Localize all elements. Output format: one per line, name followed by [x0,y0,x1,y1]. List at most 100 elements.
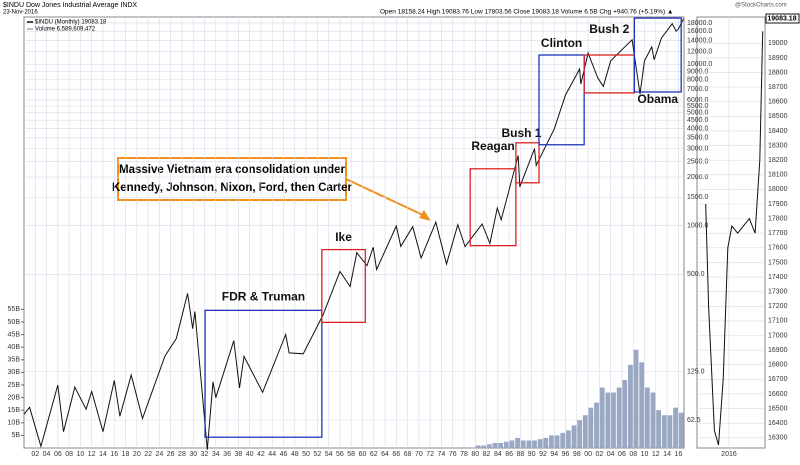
x-tick-label: 40 [246,451,254,458]
volume-bar [515,437,520,448]
last-value-label: 19083.18 [767,15,796,22]
y-tick-label: 18900 [768,55,788,62]
y-tick-label: 17100 [768,318,788,325]
y2-tick-label: 50B [8,319,21,326]
x-tick-label: 44 [268,451,276,458]
y-tick-label: 16400 [768,420,788,427]
x-tick-label: 72 [426,451,434,458]
volume-bar [475,445,481,448]
volume-bar [622,379,628,448]
x-tick-label: 38 [234,451,242,458]
volume-bar [667,415,673,448]
y2-tick-label: 10B [8,420,21,427]
y2-tick-label: 55B [8,306,21,313]
x-tick-label: 14 [99,451,107,458]
volume-bar [565,430,571,448]
volume-bar [616,387,622,448]
x-tick-label: 16 [674,451,682,458]
term-label: Clinton [541,36,582,50]
x-tick-label: 70 [415,451,423,458]
y-tick-label: 19000 [768,40,788,47]
y-tick-label: 4000.0 [687,125,709,132]
y-tick-label: 8000.0 [687,77,709,84]
x-tick-label: 10 [641,451,649,458]
header-date: 23-Nov-2016 [3,10,38,16]
callout-arrowhead [419,210,431,221]
y-tick-label: 17700 [768,230,788,237]
source: @StockCharts.com [735,3,787,9]
y2-tick-label: 20B [8,394,21,401]
x-tick-label: 20 [133,451,141,458]
y-tick-label: 16500 [768,405,788,412]
volume-bar [481,445,487,448]
y-tick-label: 17800 [768,215,788,222]
y-tick-label: 17200 [768,303,788,310]
term-label: Obama [637,92,678,106]
volume-bar [661,415,667,448]
x-tick-label: 36 [223,451,231,458]
x-tick-label: 52 [313,451,321,458]
term-box [538,54,585,146]
price-line [23,18,684,450]
header-title: $INDU Dow Jones Industrial Average INDX [3,2,137,9]
y-tick-label: 17400 [768,274,788,281]
y-tick-label: 10000.0 [687,61,712,68]
x-tick-label: 26 [167,451,175,458]
x-tick-label: 00 [584,451,592,458]
volume-bar [498,442,504,448]
term-box [633,17,682,93]
x-tick-label: 30 [189,451,197,458]
x-tick-label: 96 [562,451,570,458]
y-tick-label: 125.0 [687,368,705,375]
y-tick-label: 18800 [768,69,788,76]
x-tick-label: 2016 [721,451,737,458]
y2-tick-label: 25B [8,382,21,389]
x-tick-label: 48 [291,451,299,458]
volume-bar [656,410,662,448]
y-tick-label: 18100 [768,172,788,179]
volume-bar [509,440,515,448]
x-tick-label: 06 [618,451,626,458]
volume-bar [605,392,611,448]
y-tick-label: 18000.0 [687,20,712,27]
x-tick-label: 42 [257,451,265,458]
x-tick-label: 66 [392,451,400,458]
y-tick-label: 4500.0 [687,117,709,124]
y-tick-label: 2000.0 [687,174,709,181]
legend-label: $INDU (Monthly) 19083.18 [35,20,107,26]
x-tick-label: 02 [31,451,39,458]
y-tick-label: 12000.0 [687,48,712,55]
last-value-flag [765,13,800,24]
x-tick-label: 08 [629,451,637,458]
x-tick-label: 76 [449,451,457,458]
x-tick-label: 80 [471,451,479,458]
term-label: Reagan [471,139,514,153]
volume-bar [577,420,583,448]
y-tick-label: 3500.0 [687,135,709,142]
y-tick-label: 14000.0 [687,37,712,44]
term-box [469,168,517,247]
volume-bar [543,437,549,448]
y2-tick-label: 40B [8,344,21,351]
y-tick-label: 18300 [768,142,788,149]
callout-text: Massive Vietnam era consolidation under [119,164,346,176]
volume-bar [532,440,537,448]
y-tick-label: 1000.0 [687,223,709,230]
x-tick-label: 16 [110,451,118,458]
y-tick-label: 18000 [768,186,788,193]
y-tick-label: 5000.0 [687,110,709,117]
volume-bar [650,392,656,448]
x-tick-label: 68 [404,451,412,458]
volume-bar [520,440,526,448]
y2-tick-label: 15B [8,407,21,414]
volume-bar [611,392,616,448]
volume-bar [554,435,560,448]
x-tick-label: 08 [65,451,73,458]
x-tick-label: 12 [88,451,96,458]
x-tick-label: 98 [573,451,581,458]
x-tick-label: 64 [381,451,389,458]
volume-bar [628,364,633,448]
y-tick-label: 17300 [768,289,788,296]
